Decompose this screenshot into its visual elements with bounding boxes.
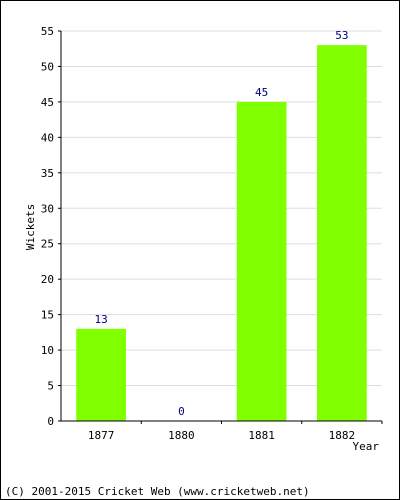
data-label-1880: 0 xyxy=(178,405,185,418)
bars xyxy=(76,45,367,421)
y-tick-label: 0 xyxy=(47,415,54,428)
x-tick-labels: 1877 1880 1881 1882 xyxy=(88,429,355,442)
data-label-1882: 53 xyxy=(335,29,348,42)
y-tick-label: 5 xyxy=(47,380,54,393)
y-tick-label: 50 xyxy=(41,60,54,73)
x-tick-label: 1881 xyxy=(248,429,275,442)
y-tick-label: 15 xyxy=(41,309,54,322)
axes xyxy=(58,30,383,424)
data-labels: 13 0 45 53 xyxy=(95,29,349,418)
y-tick-label: 35 xyxy=(41,167,54,180)
y-tick-label: 45 xyxy=(41,96,54,109)
y-axis-label: Wickets xyxy=(24,204,37,250)
y-tick-label: 25 xyxy=(41,238,54,251)
data-label-1877: 13 xyxy=(95,313,108,326)
x-axis-label: Year xyxy=(353,440,380,453)
x-tick-label: 1877 xyxy=(88,429,115,442)
data-label-1881: 45 xyxy=(255,86,268,99)
y-tick-label: 10 xyxy=(41,344,54,357)
y-tick-label: 40 xyxy=(41,131,54,144)
bar-1881 xyxy=(236,101,287,421)
y-tick-labels: 0 5 10 15 20 25 30 35 40 45 50 55 xyxy=(41,25,54,428)
y-tick-label: 30 xyxy=(41,202,54,215)
bar-1877 xyxy=(76,328,127,421)
y-tick-label: 20 xyxy=(41,273,54,286)
x-tick-label: 1880 xyxy=(168,429,195,442)
copyright-footer: (C) 2001-2015 Cricket Web (www.cricketwe… xyxy=(5,485,310,498)
y-tick-label: 55 xyxy=(41,25,54,38)
bar-1882 xyxy=(316,45,367,421)
x-tick-label: 1882 xyxy=(329,429,356,442)
